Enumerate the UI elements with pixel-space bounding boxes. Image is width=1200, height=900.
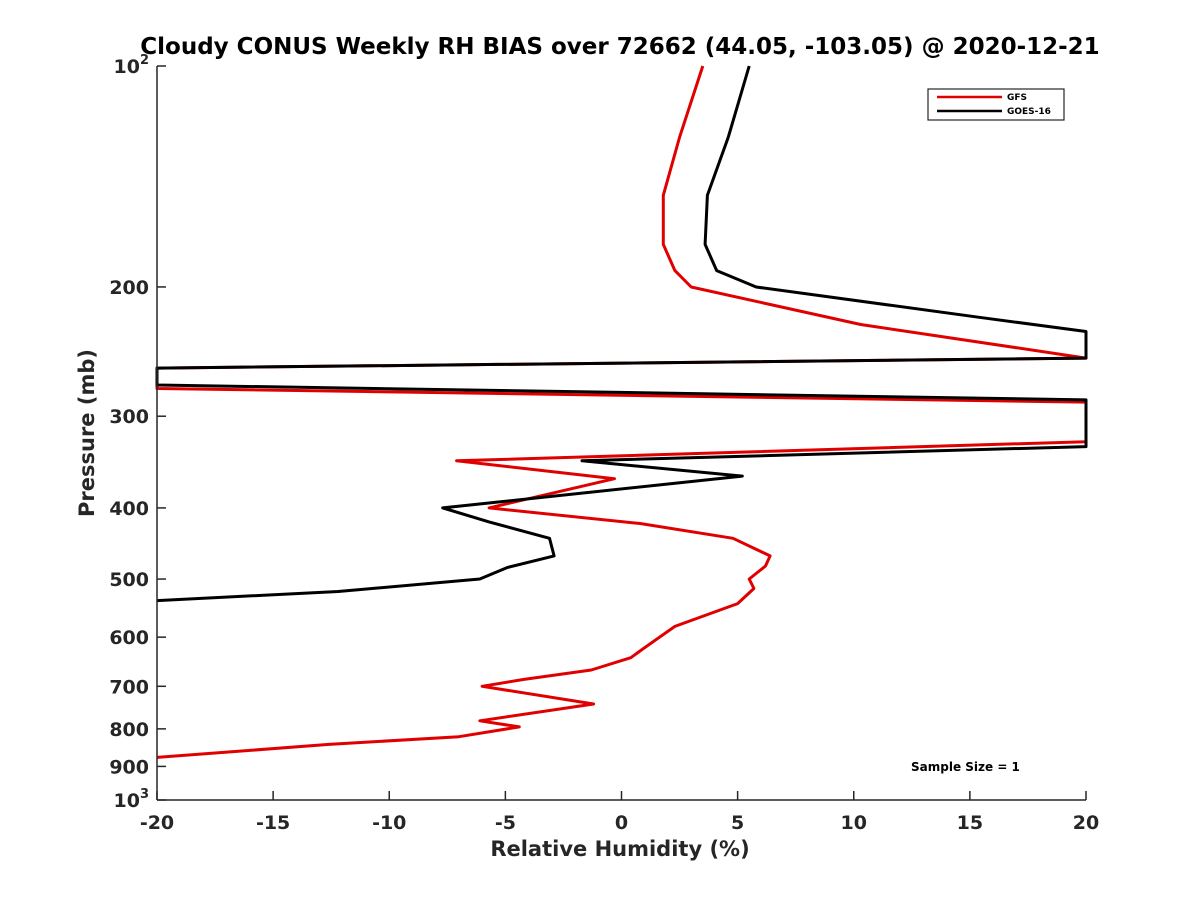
y-tick-label-base: 600 [109,627,149,649]
y-tick-label-base: 900 [109,756,149,778]
x-tick-label: 15 [957,812,983,834]
y-tick-label: 800 [109,719,149,741]
x-tick-label: 0 [615,812,628,834]
legend-box [927,88,1065,121]
y-tick-label-base: 300 [109,406,149,428]
y-tick-label: 300 [109,406,149,428]
x-tick-label: -15 [256,812,290,834]
x-tick-label: 5 [731,812,744,834]
y-tick-label-exponent: 2 [140,53,149,68]
y-tick-label-base: 700 [109,676,149,698]
legend-label-gfs: GFS [1007,93,1027,103]
y-tick-label: 103 [114,787,150,812]
y-tick-label: 700 [109,676,149,698]
y-tick-label: 102 [114,53,150,78]
y-tick-label-base: 800 [109,719,149,741]
plot-background [157,66,1086,800]
y-tick-label: 400 [109,498,149,520]
x-tick-label: 20 [1073,812,1099,834]
legend-label-goes16: GOES-16 [1007,107,1051,117]
y-axis-label: Pressure (mb) [75,349,99,517]
series-line-gfs [155,65,1088,759]
y-tick-label-base: 500 [109,569,149,591]
y-tick-label: 200 [109,277,149,299]
y-tick-label: 900 [109,756,149,778]
y-tick-label-base: 10 [114,790,140,812]
y-tick-label-base: 400 [109,498,149,520]
x-tick-label: 10 [841,812,867,834]
x-axis-ticks: -20 -15 -10 -5 0 5 10 15 20 [140,791,1099,834]
y-tick-label: 500 [109,569,149,591]
x-tick-label: -5 [495,812,516,834]
x-axis-label: Relative Humidity (%) [490,837,749,861]
sample-size-annotation: Sample Size = 1 [911,760,1020,774]
y-tick-label: 600 [109,627,149,649]
y-tick-label-base: 200 [109,277,149,299]
legend: GFS GOES-16 [927,88,1065,121]
x-tick-label: -20 [140,812,174,834]
y-tick-label-base: 10 [114,56,140,78]
x-tick-label: -10 [372,812,406,834]
plot-area: -20 -15 -10 -5 0 5 10 15 20 10220030040050060070… [109,53,1099,834]
y-tick-label-exponent: 3 [140,787,149,802]
chart-title: Cloudy CONUS Weekly RH BIAS over 72662 (… [140,34,1099,60]
